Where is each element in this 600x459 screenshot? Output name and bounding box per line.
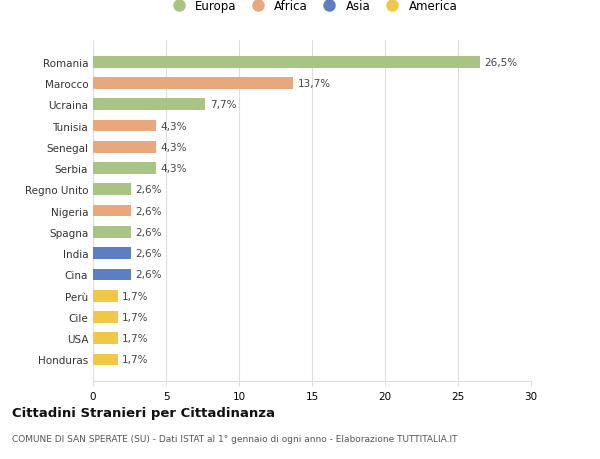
Text: Cittadini Stranieri per Cittadinanza: Cittadini Stranieri per Cittadinanza xyxy=(12,406,275,419)
Bar xyxy=(93,205,131,217)
Text: COMUNE DI SAN SPERATE (SU) - Dati ISTAT al 1° gennaio di ogni anno - Elaborazion: COMUNE DI SAN SPERATE (SU) - Dati ISTAT … xyxy=(12,434,458,443)
Bar xyxy=(93,120,156,132)
Text: 26,5%: 26,5% xyxy=(484,57,517,67)
Text: 1,7%: 1,7% xyxy=(122,334,149,343)
Text: 2,6%: 2,6% xyxy=(136,249,162,258)
Text: 1,7%: 1,7% xyxy=(122,312,149,322)
Text: 1,7%: 1,7% xyxy=(122,291,149,301)
Bar xyxy=(93,163,156,174)
Bar xyxy=(93,333,118,344)
Text: 4,3%: 4,3% xyxy=(160,142,187,152)
Bar xyxy=(93,248,131,259)
Text: 2,6%: 2,6% xyxy=(136,185,162,195)
Bar xyxy=(93,57,480,68)
Bar xyxy=(93,78,293,90)
Text: 2,6%: 2,6% xyxy=(136,206,162,216)
Text: 13,7%: 13,7% xyxy=(298,79,331,89)
Bar xyxy=(93,142,156,153)
Text: 1,7%: 1,7% xyxy=(122,355,149,365)
Bar xyxy=(93,227,131,238)
Bar xyxy=(93,311,118,323)
Bar xyxy=(93,354,118,365)
Bar xyxy=(93,184,131,196)
Text: 4,3%: 4,3% xyxy=(160,121,187,131)
Text: 4,3%: 4,3% xyxy=(160,164,187,174)
Text: 2,6%: 2,6% xyxy=(136,227,162,237)
Text: 2,6%: 2,6% xyxy=(136,270,162,280)
Legend: Europa, Africa, Asia, America: Europa, Africa, Asia, America xyxy=(163,0,461,16)
Text: 7,7%: 7,7% xyxy=(210,100,236,110)
Bar xyxy=(93,99,205,111)
Bar xyxy=(93,290,118,302)
Bar xyxy=(93,269,131,280)
